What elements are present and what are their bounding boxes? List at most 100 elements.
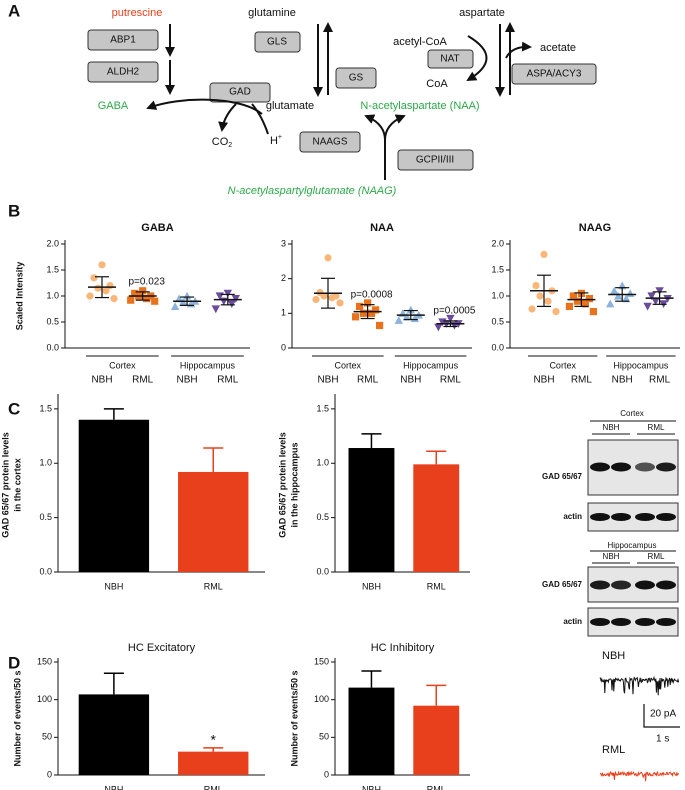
- point: [368, 309, 376, 317]
- x-tick-label: NBH: [362, 784, 381, 790]
- point: [227, 300, 236, 308]
- y-axis-label: Number of events/50 s: [289, 670, 299, 766]
- blot-region: Hippocampus: [608, 541, 657, 550]
- point: [651, 297, 660, 306]
- bar: [178, 751, 249, 775]
- y-tick-label: 2.0: [46, 238, 59, 248]
- annotation: p=0.0008: [351, 289, 393, 300]
- x-tick-label: RML: [204, 581, 223, 591]
- bar: [78, 419, 150, 572]
- metabolite: acetyl-CoA: [393, 36, 447, 48]
- y-tick-label: 1.5: [39, 403, 52, 413]
- point: [139, 287, 147, 295]
- x-tick-label: RML: [571, 375, 593, 386]
- point: [647, 292, 656, 301]
- x-tick-label: NBH: [91, 375, 112, 386]
- x-tick-label: RML: [204, 784, 223, 790]
- point: [663, 295, 672, 303]
- y-tick-label: 0.5: [316, 512, 329, 522]
- point: [219, 297, 228, 306]
- bar: [348, 687, 395, 775]
- bar: [78, 694, 150, 775]
- annotation: p=0.023: [128, 276, 165, 287]
- point: [394, 316, 403, 324]
- y-tick-label: 50: [42, 732, 52, 742]
- enzyme: GCPII/III: [416, 155, 454, 166]
- y-tick-label: 0: [324, 769, 329, 779]
- enzyme: ABP1: [110, 35, 136, 46]
- blot-lane: RML: [648, 423, 665, 432]
- point: [589, 308, 597, 316]
- point: [643, 302, 652, 311]
- y-tick-label: 0.5: [491, 316, 504, 326]
- point: [655, 287, 664, 295]
- band: [611, 618, 631, 626]
- point: [360, 309, 368, 317]
- point: [312, 295, 320, 304]
- x-tick-label: NBH: [177, 375, 198, 386]
- point: [528, 305, 536, 313]
- y-tick-label: 1: [281, 308, 286, 318]
- metabolite: N-acetylaspartate (NAA): [360, 100, 479, 112]
- point: [410, 314, 419, 323]
- y-tick-label: 1.5: [46, 264, 59, 274]
- point: [352, 313, 360, 321]
- metabolite: aspartate: [459, 7, 505, 19]
- panel-label: C: [8, 399, 20, 418]
- enzyme-box: [87, 61, 159, 83]
- byproduct: CO2: [212, 136, 233, 149]
- point: [406, 305, 415, 314]
- y-tick-label: 3: [281, 238, 286, 248]
- point: [356, 302, 364, 310]
- point: [364, 299, 372, 307]
- point: [581, 300, 589, 308]
- y-axis-label: in the hippocampus: [289, 442, 299, 527]
- point: [211, 305, 220, 314]
- metabolite: GABA: [98, 100, 129, 112]
- y-tick-label: 1.0: [491, 290, 504, 300]
- y-tick-label: 1.5: [316, 403, 329, 413]
- x-tick-label: NBH: [317, 375, 338, 386]
- region-label: Cortex: [335, 360, 362, 370]
- enzyme-box: [87, 29, 159, 51]
- panel-label: D: [8, 653, 20, 672]
- point: [143, 295, 151, 303]
- enzyme: GLS: [267, 37, 287, 48]
- pathway-diagram: putrescine glutamine aspartate acetyl-Co…: [87, 7, 597, 197]
- point: [614, 291, 623, 300]
- x-tick-label: RML: [132, 375, 154, 386]
- metabolite: N-acetylaspartylglutamate (NAAG): [228, 185, 397, 197]
- y-tick-label: 1.0: [46, 290, 59, 300]
- point: [552, 308, 560, 316]
- enzyme-box: [427, 49, 474, 69]
- enzyme-box: [397, 149, 474, 171]
- point: [446, 314, 455, 323]
- annotation: p=0.0005: [433, 306, 475, 317]
- region-label: Hippocampus: [180, 360, 236, 370]
- band: [656, 513, 676, 521]
- point: [402, 312, 411, 321]
- trace-label: RML: [602, 744, 625, 756]
- byproduct-sub: 2: [228, 142, 232, 149]
- point: [328, 294, 336, 302]
- x-tick-label: RML: [427, 581, 446, 591]
- point: [626, 289, 635, 297]
- traces: NBH RML 20 pA 1 s: [599, 650, 680, 782]
- byproduct-text: CO: [212, 136, 229, 148]
- chart-title: NAAG: [579, 222, 611, 234]
- y-axis-label: Number of events/50 s: [12, 670, 22, 766]
- western-blots: Cortex NBH RML GAD 65/67 actin Hippocamp…: [542, 409, 679, 637]
- chart-title: HC Inhibitory: [371, 642, 435, 654]
- metabolite: acetate: [540, 42, 576, 54]
- point: [569, 292, 577, 300]
- y-tick-label: 0: [47, 769, 52, 779]
- y-tick-label: 0.5: [46, 316, 59, 326]
- band: [656, 462, 676, 472]
- byproduct: H+: [270, 134, 282, 147]
- byproduct-sup: +: [278, 134, 282, 141]
- point: [536, 292, 544, 300]
- x-tick-label: RML: [217, 375, 239, 386]
- blot-lane: NBH: [603, 552, 620, 561]
- region-label: Hippocampus: [613, 360, 669, 370]
- metabolite: glutamine: [248, 7, 296, 19]
